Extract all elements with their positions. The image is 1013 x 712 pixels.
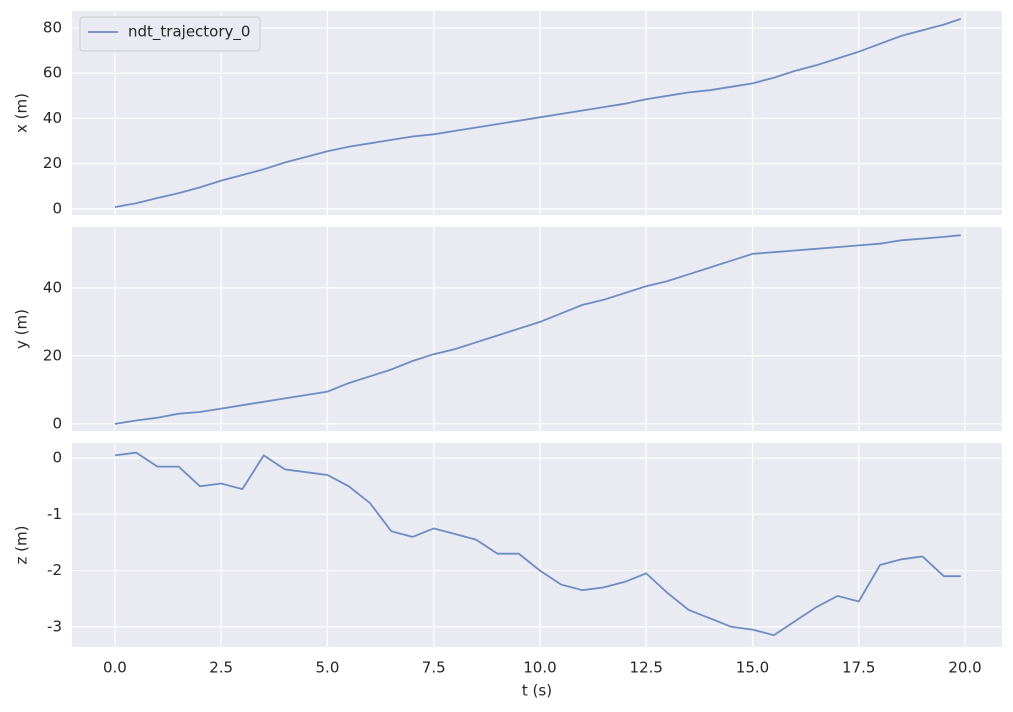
x-tick-label: 10.0 (523, 659, 556, 677)
x-tick-label: 17.5 (842, 659, 875, 677)
y-tick-label: -3 (47, 617, 62, 635)
y-tick-label: 40 (43, 109, 62, 127)
legend: ndt_trajectory_0 (79, 16, 261, 52)
data-line (114, 451, 961, 637)
x-tick-label: 7.5 (422, 659, 446, 677)
legend-box (79, 16, 261, 52)
y-tick-label: 0 (52, 449, 62, 467)
x-tick-label: 12.5 (630, 659, 663, 677)
y-tick-label: -1 (47, 505, 62, 523)
data-line (114, 234, 961, 425)
y-tick-label: 0 (52, 414, 62, 432)
x-tick-label: 15.0 (736, 659, 769, 677)
y-tick-label: -2 (47, 561, 62, 579)
x-tick-label: 5.0 (316, 659, 340, 677)
x-axis-label: t (s) (522, 682, 552, 700)
x-tick-label: 0.0 (103, 659, 127, 677)
y-axis-label: z (m) (13, 526, 31, 565)
x-tick-label: 2.5 (209, 659, 233, 677)
data-line (114, 18, 962, 208)
y-tick-label: 80 (43, 18, 62, 36)
y-axis-label: x (m) (13, 93, 31, 133)
y-tick-label: 0 (52, 199, 62, 217)
plot-area (72, 227, 1002, 431)
y-tick-label: 60 (43, 64, 62, 82)
x-tick-label: 20.0 (948, 659, 981, 677)
y-tick-label: 40 (43, 278, 62, 296)
plot-area (72, 443, 1002, 647)
y-tick-label: 20 (43, 346, 62, 364)
y-tick-label: 20 (43, 154, 62, 172)
y-axis-label: y (m) (13, 309, 31, 349)
legend-label: ndt_trajectory_0 (128, 23, 250, 42)
